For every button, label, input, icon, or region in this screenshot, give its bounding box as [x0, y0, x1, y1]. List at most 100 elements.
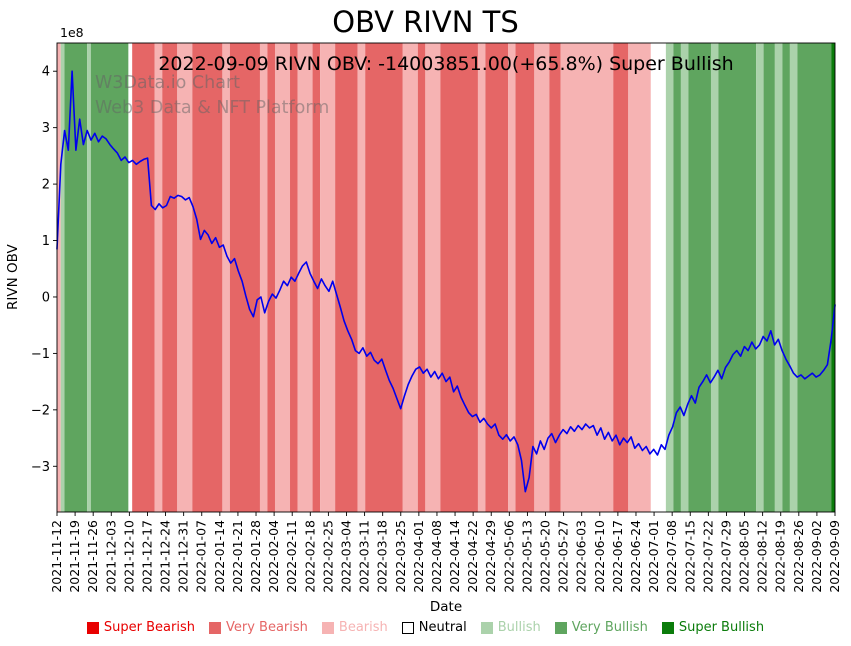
- x-tick-label: 2022-02-11: [284, 520, 299, 593]
- x-tick-label: 2022-03-18: [375, 520, 390, 593]
- legend-item-super_bearish: Super Bearish: [86, 620, 195, 635]
- x-tick-label: 2021-11-12: [49, 520, 64, 593]
- legend-label-bullish: Bullish: [497, 620, 541, 635]
- sentiment-band-neutral: [650, 43, 666, 512]
- x-tick-label: 2022-07-22: [700, 520, 715, 593]
- legend-swatch-super_bullish: [661, 621, 674, 634]
- sentiment-band-very_bullish: [688, 43, 711, 512]
- x-tick-label: 2022-04-14: [447, 520, 462, 593]
- x-tick-label: 2022-03-11: [357, 520, 372, 593]
- x-tick-label: 2022-07-08: [664, 520, 679, 593]
- x-tick-label: 2021-11-19: [67, 520, 82, 593]
- x-tick-label: 2022-02-04: [266, 520, 281, 593]
- x-tick-label: 2022-09-09: [827, 520, 842, 593]
- sentiment-band-super_bullish: [831, 43, 835, 512]
- sentiment-band-bearish: [222, 43, 230, 512]
- sentiment-band-very_bullish: [673, 43, 681, 512]
- plot-border: [56, 42, 836, 513]
- x-tick-label: 2022-05-27: [556, 520, 571, 593]
- sentiment-band-very_bullish: [797, 43, 832, 512]
- x-tick-label: 2021-11-26: [85, 520, 100, 593]
- watermark-line2: Web3 Data & NFT Platform: [95, 98, 330, 118]
- y-tick-label: 4: [42, 65, 50, 80]
- x-tick-label: 2021-12-31: [176, 520, 191, 593]
- legend-swatch-super_bearish: [86, 621, 99, 634]
- sentiment-band-bullish: [789, 43, 798, 512]
- y-axis-label: RIVN OBV: [5, 244, 21, 311]
- x-tick-label: 2021-12-03: [103, 520, 118, 593]
- sentiment-band-bearish: [357, 43, 366, 512]
- sentiment-band-neutral: [128, 43, 133, 512]
- legend-swatch-bearish: [321, 621, 334, 634]
- y-axis-offset-label: 1e8: [60, 25, 84, 40]
- x-tick-label: 2022-04-22: [465, 520, 480, 593]
- sentiment-band-bearish: [57, 43, 61, 512]
- x-tick-label: 2022-05-06: [501, 520, 516, 593]
- sentiment-band-bearish: [534, 43, 550, 512]
- sentiment-band-very_bearish: [440, 43, 478, 512]
- legend-label-super_bullish: Super Bullish: [678, 620, 765, 635]
- sentiment-band-bearish: [274, 43, 291, 512]
- x-tick-label: 2022-08-12: [755, 520, 770, 593]
- x-tick-label: 2021-12-17: [139, 520, 154, 593]
- sentiment-band-bearish: [320, 43, 336, 512]
- x-tick-label: 2022-01-14: [212, 520, 227, 593]
- sentiment-band-bullish: [87, 43, 91, 512]
- x-tick-label: 2022-04-29: [483, 520, 498, 593]
- sentiment-band-very_bearish: [290, 43, 298, 512]
- sentiment-band-very_bearish: [549, 43, 561, 512]
- x-tick-label: 2022-09-02: [809, 520, 824, 593]
- sentiment-band-very_bullish: [64, 43, 88, 512]
- sentiment-band-very_bearish: [132, 43, 155, 512]
- sentiment-band-bearish: [177, 43, 193, 512]
- x-tick-label: 2022-06-17: [610, 520, 625, 593]
- sentiment-band-bearish: [297, 43, 313, 512]
- chart-subtitle: 2022-09-09 RIVN OBV: -14003851.00(+65.8%…: [158, 53, 734, 75]
- sentiment-band-bearish: [477, 43, 486, 512]
- sentiment-legend: Super Bearish Very Bearish Bearish Neutral B…: [0, 620, 851, 635]
- x-tick-label: 2021-12-10: [121, 520, 136, 593]
- sentiment-band-very_bearish: [335, 43, 358, 512]
- x-tick-label: 2022-08-05: [737, 520, 752, 593]
- sentiment-band-bearish: [425, 43, 441, 512]
- legend-item-very_bullish: Very Bullish: [554, 620, 648, 635]
- sentiment-band-very_bearish: [485, 43, 509, 512]
- legend-label-super_bearish: Super Bearish: [103, 620, 195, 635]
- x-tick-label: 2022-04-01: [411, 520, 426, 593]
- sentiment-band-very_bearish: [229, 43, 260, 512]
- y-tick-label: −2: [31, 403, 50, 418]
- sentiment-band-very_bearish: [312, 43, 321, 512]
- sentiment-band-very_bullish: [782, 43, 790, 512]
- legend-item-very_bearish: Very Bearish: [209, 620, 308, 635]
- x-tick-label: 2022-01-07: [194, 520, 209, 593]
- sentiment-band-very_bullish: [763, 43, 775, 512]
- legend-item-bullish: Bullish: [480, 620, 541, 635]
- x-tick-label: 2022-06-03: [574, 520, 589, 593]
- chart-title: OBV RIVN TS: [332, 5, 519, 39]
- sentiment-band-bearish: [508, 43, 516, 512]
- x-tick-label: 2022-07-01: [646, 520, 661, 593]
- sentiment-band-bearish: [402, 43, 418, 512]
- sentiment-band-very_bearish: [515, 43, 535, 512]
- legend-swatch-neutral: [401, 621, 414, 634]
- legend-swatch-bullish: [480, 621, 493, 634]
- x-tick-label: 2022-06-10: [592, 520, 607, 593]
- x-tick-label: 2022-06-24: [628, 520, 643, 593]
- x-tick-label: 2022-03-25: [393, 520, 408, 593]
- x-tick-label: 2022-05-13: [519, 520, 534, 593]
- y-tick-label: −3: [31, 460, 50, 475]
- x-tick-label: 2022-07-15: [682, 520, 697, 593]
- y-tick-label: 0: [42, 290, 50, 305]
- y-tick-label: −1: [31, 347, 50, 362]
- sentiment-band-very_bearish: [365, 43, 403, 512]
- sentiment-band-bullish: [665, 43, 674, 512]
- sentiment-band-very_bullish: [718, 43, 757, 512]
- sentiment-band-bullish: [710, 43, 719, 512]
- x-tick-label: 2022-08-26: [791, 520, 806, 593]
- x-tick-label: 2022-01-28: [248, 520, 263, 593]
- x-axis-label: Date: [429, 599, 463, 615]
- legend-item-neutral: Neutral: [401, 620, 467, 635]
- legend-label-very_bullish: Very Bullish: [571, 620, 648, 635]
